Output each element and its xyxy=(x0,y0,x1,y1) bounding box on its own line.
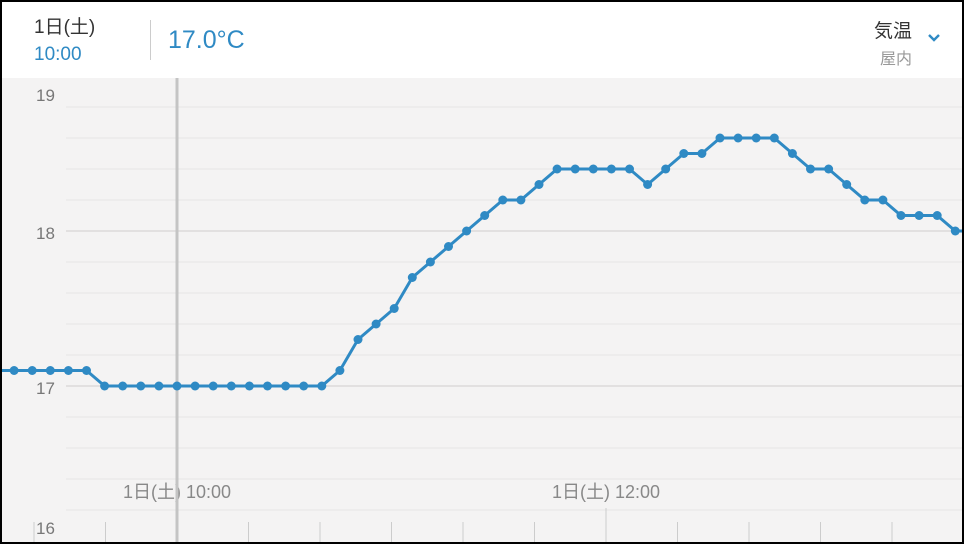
data-point xyxy=(625,164,634,174)
data-point xyxy=(425,257,435,267)
selected-time: 10:00 xyxy=(34,44,82,65)
data-point xyxy=(263,381,272,391)
data-point xyxy=(371,319,381,329)
location-label: 屋内 xyxy=(879,51,912,68)
data-point xyxy=(444,242,453,251)
x-tick-label: 1日(土) 12:00 xyxy=(552,482,660,502)
data-point xyxy=(498,195,508,205)
data-point xyxy=(661,164,671,174)
data-point xyxy=(335,366,345,375)
data-point xyxy=(353,335,363,344)
data-point xyxy=(860,195,870,205)
data-point xyxy=(697,149,707,158)
chevron-down-icon[interactable] xyxy=(926,30,942,46)
data-point xyxy=(45,366,55,375)
data-point xyxy=(63,366,73,375)
data-point xyxy=(281,381,291,391)
data-point xyxy=(317,381,327,391)
data-point xyxy=(950,226,960,236)
data-point xyxy=(787,149,797,158)
data-point xyxy=(407,273,417,282)
metric-label: 気温 xyxy=(873,21,912,42)
data-point xyxy=(534,180,544,189)
data-point xyxy=(516,195,526,205)
data-point xyxy=(9,366,19,375)
data-point xyxy=(552,164,562,174)
data-point xyxy=(733,133,743,143)
data-point xyxy=(896,211,906,220)
data-point xyxy=(806,164,815,174)
data-point xyxy=(643,180,653,189)
metric-selector[interactable]: 気温 屋内 xyxy=(874,16,912,69)
selected-value: 17.0°C xyxy=(168,26,245,54)
data-point xyxy=(299,381,309,391)
chart-background xyxy=(2,78,962,542)
data-point xyxy=(172,381,182,391)
data-point xyxy=(878,195,888,205)
data-point xyxy=(226,381,236,391)
data-point xyxy=(389,304,399,313)
data-point xyxy=(715,133,725,143)
divider xyxy=(150,20,151,60)
data-point xyxy=(27,366,37,375)
y-tick-label: 19 xyxy=(36,86,55,105)
data-point xyxy=(154,381,164,391)
y-tick-label: 17 xyxy=(36,379,55,398)
data-point xyxy=(588,164,598,174)
selected-date: 1日(土) xyxy=(34,17,96,38)
data-point xyxy=(480,211,490,220)
y-tick-label: 18 xyxy=(36,224,55,243)
data-point xyxy=(679,149,689,158)
data-point xyxy=(769,133,779,143)
data-point xyxy=(100,381,110,391)
data-point xyxy=(190,381,200,391)
data-point xyxy=(932,211,942,220)
data-point xyxy=(914,211,924,220)
data-point xyxy=(570,164,580,174)
data-point xyxy=(842,180,852,189)
data-point xyxy=(462,226,472,236)
header: 1日(土) 10:00 17.0°C 気温 屋内 xyxy=(2,2,962,78)
data-point xyxy=(118,381,128,391)
data-point xyxy=(244,381,254,391)
data-point xyxy=(136,381,146,391)
data-point xyxy=(208,381,218,391)
data-point xyxy=(82,366,91,375)
y-tick-label: 16 xyxy=(36,519,55,538)
data-point xyxy=(751,133,761,143)
data-point xyxy=(824,164,834,174)
data-point xyxy=(606,164,616,174)
